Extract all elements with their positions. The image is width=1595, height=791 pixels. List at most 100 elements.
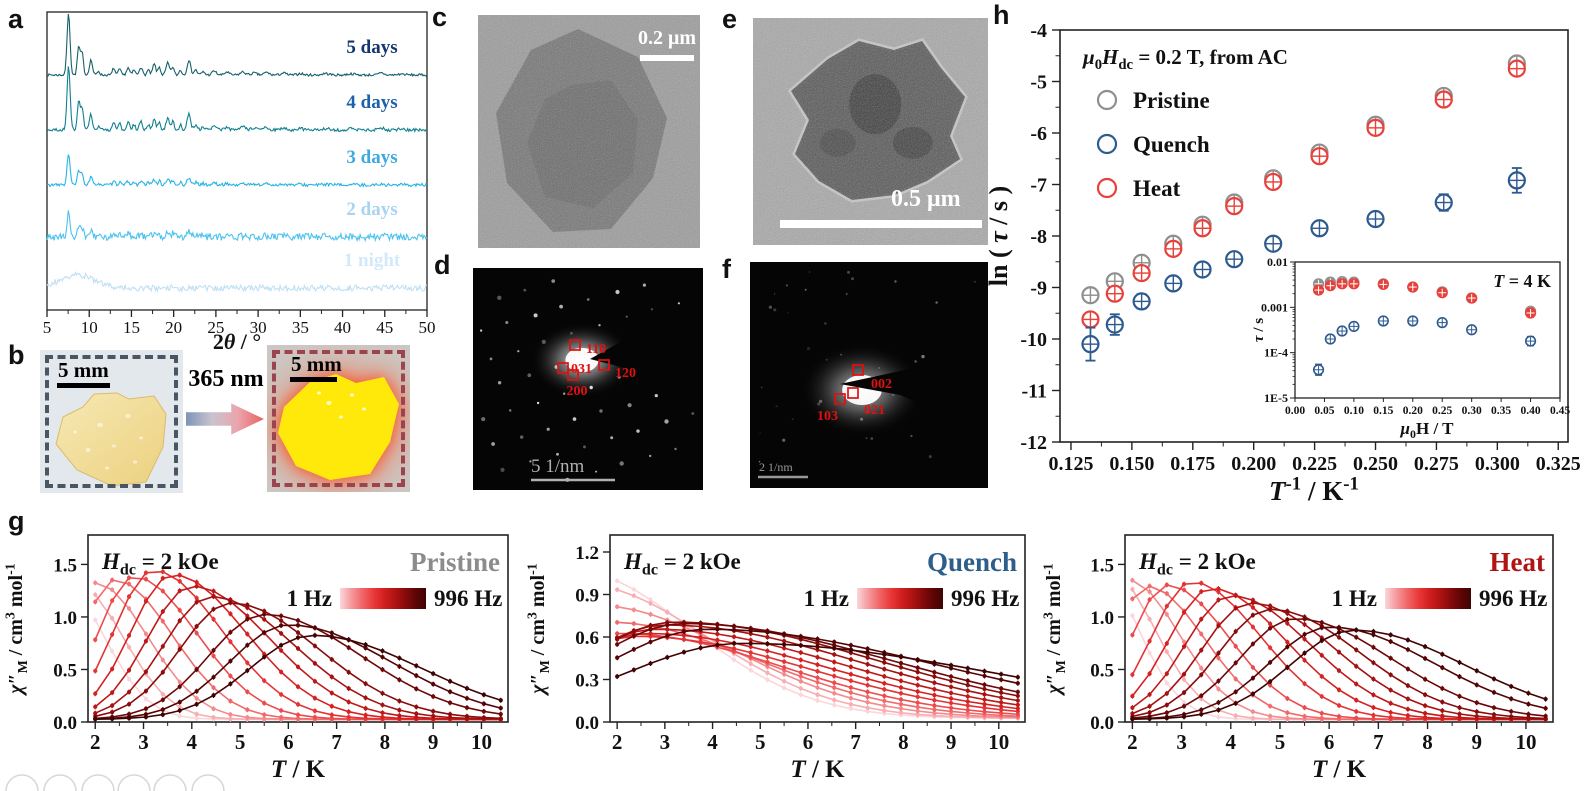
- y-tick-label: 1.5: [53, 555, 77, 576]
- freq-low-label: 1 Hz: [804, 586, 849, 611]
- freq-high-label: 996 Hz: [1479, 586, 1547, 611]
- x-tick-label: 0.200: [1231, 453, 1276, 475]
- tem-image-hexagonal-crystal: 0.2 μm: [478, 15, 700, 248]
- x-tick-label: 9: [946, 730, 957, 754]
- reflection-marker: [847, 387, 859, 399]
- y-tick-label: -10: [1020, 329, 1047, 351]
- xrd-trace: [46, 210, 428, 243]
- scale-bar-label: 5 1/nm: [531, 456, 585, 477]
- y-tick-label: -11: [1021, 381, 1047, 403]
- inset-x-tick: 0.40: [1520, 405, 1540, 417]
- xrd-trace: [46, 271, 428, 293]
- x-tick-label: 3: [660, 730, 671, 754]
- inset-y-tick: 0.01: [1267, 255, 1288, 269]
- x-tick-label: 50: [419, 318, 436, 337]
- field-label: Hdc = 2 kOe: [1138, 549, 1256, 579]
- y-tick-label: 0.0: [1090, 713, 1114, 734]
- y-tick-label: 0.5: [53, 660, 77, 681]
- x-tick-label: 5: [1275, 730, 1286, 754]
- panel-letter-h: h: [993, 0, 1010, 30]
- y-tick-label: -4: [1030, 20, 1047, 42]
- x-tick-label: 5: [235, 730, 246, 754]
- x-tick-label: 6: [803, 730, 814, 754]
- y-tick-label: 1.5: [1090, 555, 1114, 576]
- x-tick-label: 0.300: [1475, 453, 1520, 475]
- x-tick-label: 8: [380, 730, 391, 754]
- inset-y-tick: 0.001: [1261, 300, 1288, 314]
- freq-low-label: 1 Hz: [287, 586, 332, 611]
- relaxation-time-chart: 0.125 0.150 0.175 0.200 0.225 0.250 0.275 0.300…: [984, 20, 1581, 506]
- xrd-trace: [46, 66, 428, 133]
- x-tick-label: 35: [292, 318, 309, 337]
- ac-susceptibility-chart-pristine: 2 3 4 5 6 7 8 9 10 0.0 0.5 1.0 1.5 χ″M / cm3 mol-1 T /…: [3, 534, 509, 783]
- x-tick-label: 30: [250, 318, 267, 337]
- y-tick-label: -9: [1030, 278, 1047, 300]
- y-tick-label: 1.0: [1090, 608, 1114, 629]
- ac-susceptibility-chart-quench: 2 3 4 5 6 7 8 9 10 0.0 0.3 0.6 0.9 1.2 χ″M / cm3 mol-1…: [525, 534, 1026, 783]
- x-tick-label: 0.175: [1170, 453, 1215, 475]
- chi-curve: [1132, 601, 1546, 720]
- x-tick-label: 2: [612, 730, 623, 754]
- y-tick-label: 0.9: [575, 586, 599, 607]
- crystal-photo-daylight: 5 mm: [40, 350, 183, 493]
- x-axis-label: T / K: [271, 756, 326, 783]
- x-tick-label: 4: [1226, 730, 1237, 754]
- scale-bar-label: 5 mm: [58, 358, 109, 382]
- y-axis-label: χ″M / cm3 mol-1: [525, 563, 552, 697]
- x-tick-label: 8: [898, 730, 909, 754]
- panel-letter-g: g: [8, 506, 25, 536]
- diffraction-pattern-pristine: 110 031 120 200 5 1/nm: [473, 268, 703, 490]
- reflection-label: 031: [571, 362, 592, 377]
- x-tick-label: 5: [755, 730, 766, 754]
- inset-x-tick: 0.45: [1550, 405, 1570, 417]
- y-tick-label: -7: [1030, 175, 1047, 197]
- legend-label: Heat: [1133, 176, 1181, 201]
- uv-arrow-icon: [186, 403, 264, 435]
- inset-x-tick: 0.10: [1344, 405, 1364, 417]
- legend-label: Quench: [1133, 132, 1210, 157]
- x-axis-label: T / K: [1312, 756, 1367, 783]
- inset-x-tick: 0.35: [1491, 405, 1511, 417]
- legend-title: μ0Hdc = 0.2 T, from AC: [1082, 45, 1288, 73]
- corner-label: Quench: [927, 547, 1017, 577]
- freq-high-label: 996 Hz: [951, 586, 1019, 611]
- y-tick-label: 0.6: [575, 628, 599, 649]
- x-tick-label: 9: [428, 730, 439, 754]
- reflection-label: 021: [864, 403, 885, 418]
- x-tick-label: 4: [187, 730, 198, 754]
- inset-y-tick: 1E-5: [1264, 391, 1288, 405]
- field-label: Hdc = 2 kOe: [623, 549, 741, 579]
- y-tick-label: 1.2: [575, 543, 599, 564]
- inset-annotation: T = 4 K: [1493, 271, 1551, 291]
- x-tick-label: 15: [123, 318, 140, 337]
- x-tick-label: 3: [138, 730, 149, 754]
- reflection-marker: [598, 359, 610, 371]
- x-tick-label: 10: [1515, 730, 1536, 754]
- y-tick-label: 0.3: [575, 671, 599, 692]
- reflection-marker: [834, 393, 846, 405]
- x-tick-label: 2: [90, 730, 101, 754]
- inset-x-label: μ0H / T: [1400, 419, 1455, 441]
- y-tick-label: 1.0: [53, 608, 77, 629]
- crystal-flake: [55, 392, 167, 487]
- legend-label: Pristine: [1133, 88, 1210, 113]
- reflection-marker: [557, 362, 569, 374]
- reflection-marker: [569, 339, 581, 351]
- freq-low-label: 1 Hz: [1332, 586, 1377, 611]
- panel-letter-a: a: [8, 4, 24, 34]
- inset-y-label: τ / s: [1251, 318, 1267, 342]
- inset-x-tick: 0.00: [1285, 405, 1305, 417]
- y-tick-label: 0.0: [575, 713, 599, 734]
- x-tick-label: 4: [707, 730, 718, 754]
- panel-letter-c: c: [432, 2, 448, 32]
- x-tick-label: 6: [1324, 730, 1335, 754]
- crystal-photo-uv: 5 mm: [267, 345, 410, 492]
- tem-image-aggregate: 0.5 μm: [753, 18, 988, 245]
- x-tick-label: 6: [283, 730, 294, 754]
- inset-x-tick: 0.25: [1432, 405, 1452, 417]
- x-tick-label: 7: [331, 730, 342, 754]
- x-tick-label: 9: [1471, 730, 1482, 754]
- x-tick-label: 10: [471, 730, 492, 754]
- diffraction-pattern-quench: 002 021 103 2 1/nm: [750, 262, 988, 488]
- x-tick-label: 45: [376, 318, 393, 337]
